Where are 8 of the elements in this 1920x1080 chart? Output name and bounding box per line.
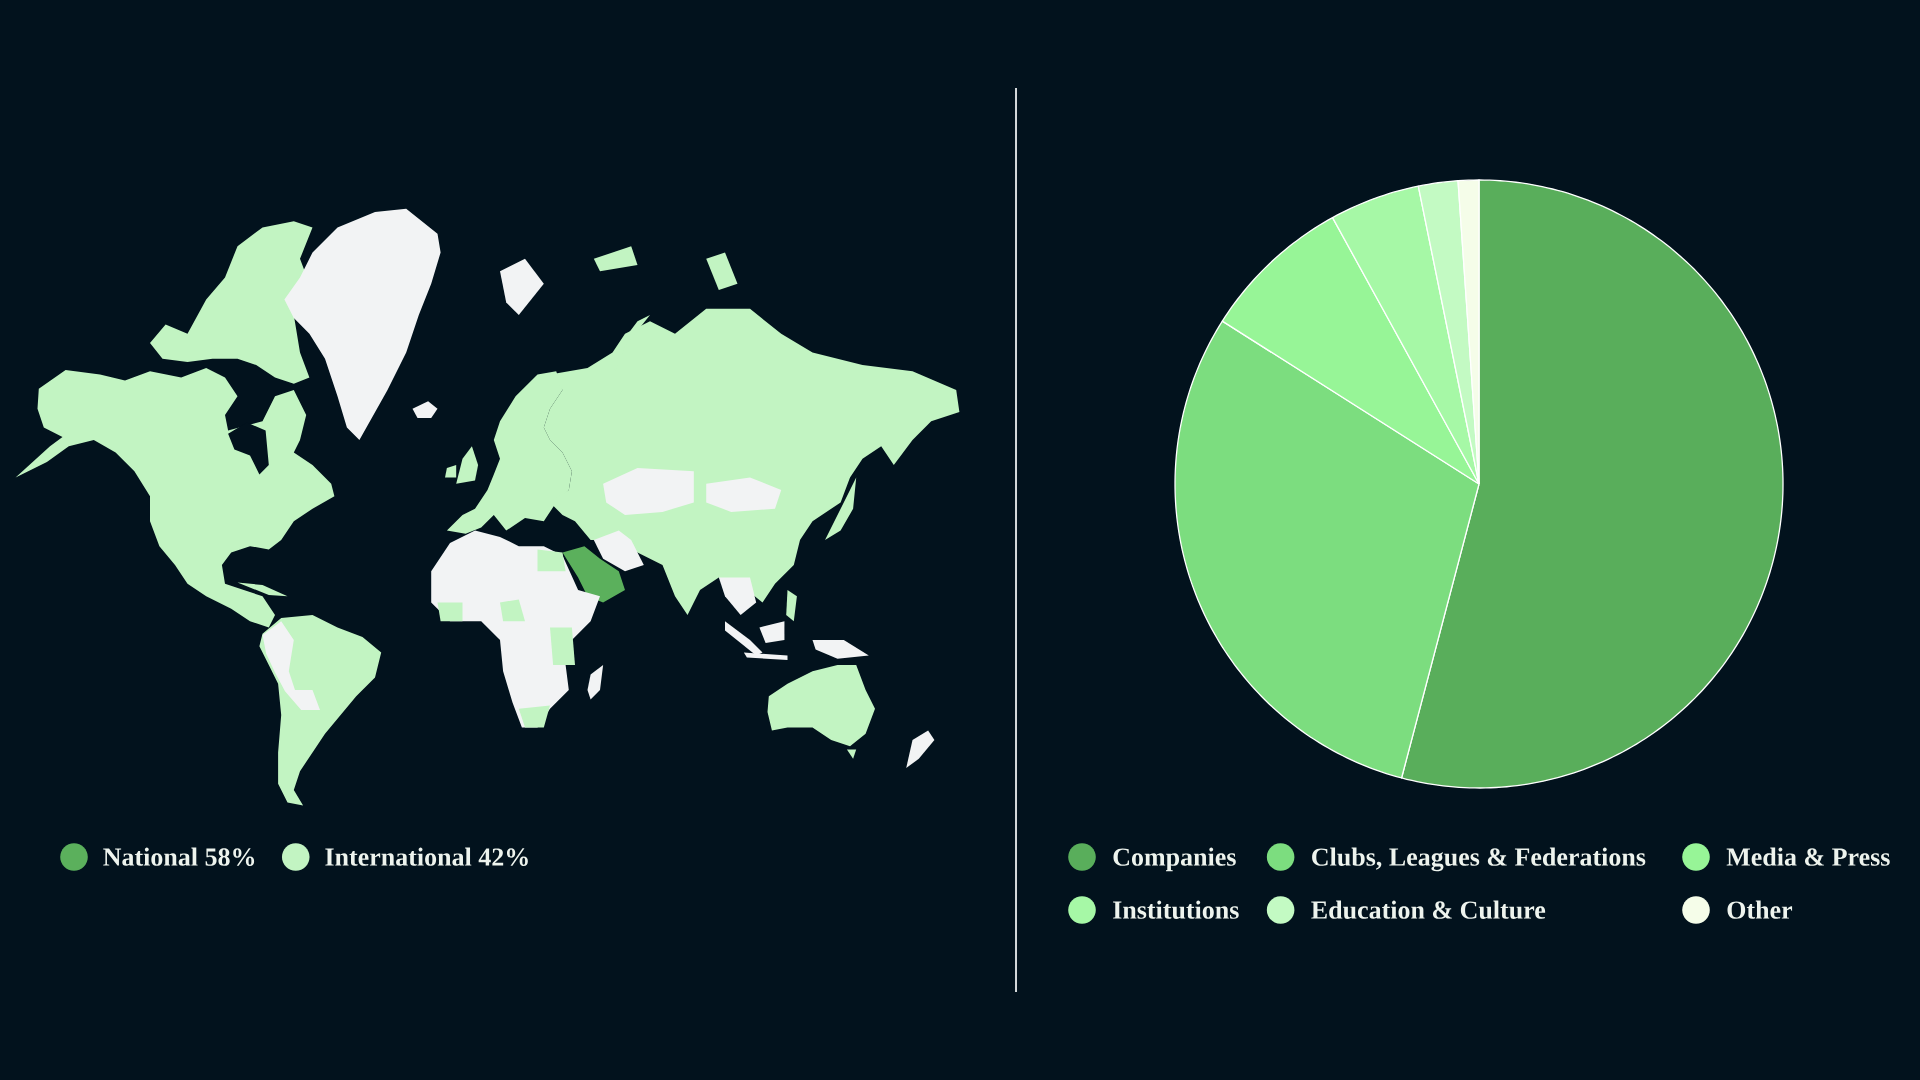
legend-label: Companies bbox=[1113, 847, 1236, 872]
category-label: National 58% bbox=[103, 847, 255, 866]
legend-label: Media & Press bbox=[1726, 847, 1890, 866]
legend-label: Institutions bbox=[1113, 900, 1239, 919]
legend-label: Education & Culture bbox=[1311, 900, 1546, 919]
legend-label: Clubs, Leagues & Federations bbox=[1312, 847, 1646, 872]
legend-label: Other bbox=[1727, 900, 1793, 919]
category-label: International 42% bbox=[325, 847, 528, 866]
